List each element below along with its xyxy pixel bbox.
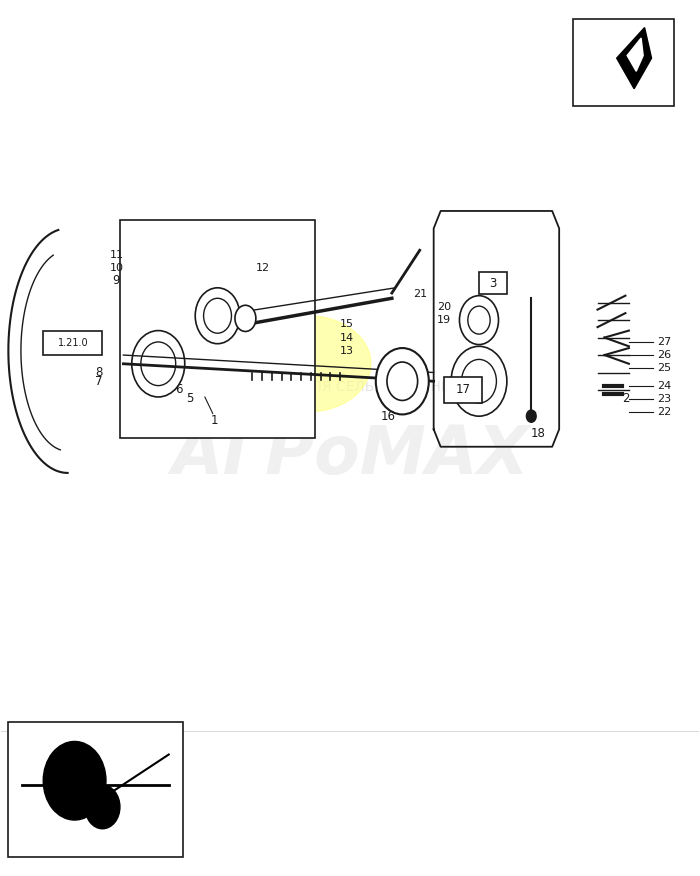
Circle shape [195,288,240,343]
Circle shape [132,330,185,397]
Text: АГРоМАХ: АГРоМАХ [171,422,529,489]
Text: 6: 6 [176,384,183,397]
Polygon shape [617,27,652,88]
Text: 23: 23 [657,393,671,404]
Bar [8,722,183,857]
Bar [43,330,102,355]
Text: 22: 22 [657,406,671,417]
Bar [479,272,507,294]
Circle shape [376,348,429,414]
Text: 26: 26 [657,350,671,360]
Text: 5: 5 [186,392,193,406]
Text: 12: 12 [256,263,270,272]
Text: 15: 15 [340,320,354,329]
FancyBboxPatch shape [120,220,315,438]
Text: 17: 17 [456,384,471,397]
Text: 21: 21 [413,289,427,299]
Text: 13: 13 [340,346,354,356]
Circle shape [459,296,498,344]
Circle shape [141,342,176,385]
Bar [444,377,482,403]
Text: 27: 27 [657,337,671,347]
Text: 16: 16 [381,410,395,422]
Ellipse shape [246,315,371,412]
Circle shape [526,410,536,422]
Circle shape [43,741,106,820]
Text: 11: 11 [109,250,123,259]
Bar [573,19,674,106]
Text: 25: 25 [657,364,671,373]
Text: 1: 1 [210,414,218,427]
Text: 10: 10 [109,263,123,272]
Circle shape [461,359,496,403]
Text: 9: 9 [113,274,120,287]
Circle shape [235,305,256,331]
Text: 24: 24 [657,380,671,391]
Text: 2: 2 [622,392,629,406]
Text: 8: 8 [95,366,103,379]
Polygon shape [627,38,643,71]
Text: 19: 19 [437,315,452,325]
Text: 14: 14 [340,333,354,343]
Text: 7: 7 [95,375,103,388]
Circle shape [451,346,507,416]
Circle shape [468,306,490,334]
Text: 3: 3 [489,277,496,289]
Text: 18: 18 [531,427,546,440]
Text: 1.21.0: 1.21.0 [57,338,88,348]
Circle shape [204,299,232,333]
Text: 20: 20 [437,302,452,312]
Text: ГЛАВНАЯ ДЛЯ СЕЛЬХОЗТЕХНИКИ: ГЛАВНАЯ ДЛЯ СЕЛЬХОЗТЕХНИКИ [229,378,471,392]
Circle shape [387,362,418,400]
Circle shape [85,785,120,829]
